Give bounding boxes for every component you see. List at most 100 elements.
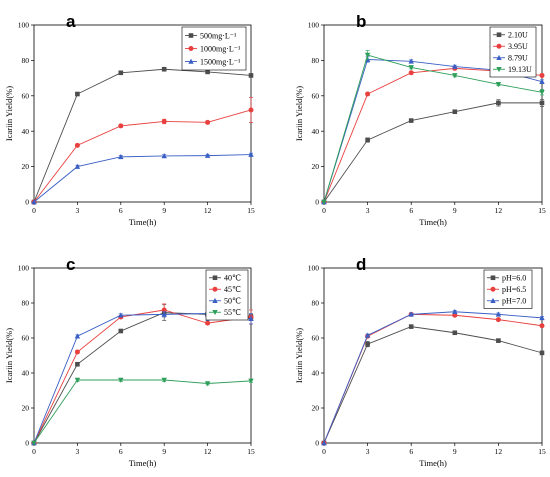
chart-panel-a: 0 3 6 9 12 15 0 20 40 60 80 100 Time(h) Icariin Yield… bbox=[4, 12, 255, 227]
data-point bbox=[205, 119, 211, 125]
series-line bbox=[323, 59, 543, 203]
y-axis-label: Icariin Yield(%) bbox=[294, 86, 304, 141]
y-axis-label: Icariin Yield(%) bbox=[294, 328, 304, 383]
legend-marker bbox=[188, 46, 194, 51]
series-3 bbox=[31, 306, 254, 446]
data-point bbox=[161, 66, 167, 72]
data-point bbox=[74, 333, 81, 339]
x-tick-label: 9 bbox=[162, 447, 166, 456]
x-tick-label: 15 bbox=[538, 447, 546, 456]
data-point bbox=[204, 152, 211, 158]
y-tick-label: 20 bbox=[22, 404, 30, 413]
y-tick-label: 100 bbox=[18, 264, 30, 273]
data-point bbox=[161, 311, 167, 317]
data-point bbox=[161, 153, 167, 159]
x-tick-label: 3 bbox=[366, 447, 370, 456]
legend-marker bbox=[188, 33, 194, 38]
data-point bbox=[321, 440, 327, 446]
y-tick-label: 40 bbox=[22, 127, 30, 136]
series-1 bbox=[321, 98, 545, 205]
legend-marker bbox=[212, 297, 218, 304]
data-point bbox=[364, 52, 371, 58]
x-tick-label: 15 bbox=[247, 447, 255, 456]
plot-frame bbox=[33, 267, 252, 444]
data-point bbox=[205, 320, 211, 326]
y-tick-label: 60 bbox=[312, 334, 320, 343]
plot-frame bbox=[323, 24, 543, 203]
data-point bbox=[118, 312, 124, 318]
legend-label: 50℃ bbox=[224, 297, 241, 306]
series-line bbox=[33, 313, 252, 444]
y-tick-label: 0 bbox=[25, 439, 29, 448]
data-point bbox=[205, 69, 210, 75]
x-tick-label: 9 bbox=[162, 206, 166, 215]
data-point bbox=[496, 100, 501, 106]
series-line bbox=[33, 109, 252, 203]
chart-panel-c: 0 3 6 9 12 15 0 20 40 60 80 100 Time(h) Icariin Yield… bbox=[4, 255, 255, 468]
series-4 bbox=[321, 50, 545, 205]
series-line bbox=[33, 154, 252, 203]
legend-marker bbox=[490, 275, 496, 281]
legend-label: pH=7.0 bbox=[502, 297, 526, 306]
data-point bbox=[118, 153, 124, 160]
series-line bbox=[323, 102, 542, 203]
data-point bbox=[408, 324, 414, 329]
series-line bbox=[33, 309, 252, 444]
legend: 2.10U 3.95U 8.79U 19.13U bbox=[489, 26, 537, 78]
y-tick-label: 20 bbox=[22, 162, 30, 171]
series-4 bbox=[31, 377, 254, 446]
x-tick-label: 9 bbox=[453, 447, 457, 456]
series-1 bbox=[321, 324, 545, 446]
series-line bbox=[33, 379, 252, 444]
data-point bbox=[495, 311, 502, 317]
legend-marker bbox=[496, 66, 502, 73]
legend-marker bbox=[496, 32, 502, 38]
series-line bbox=[33, 68, 252, 203]
data-point bbox=[364, 332, 371, 338]
data-point bbox=[74, 377, 81, 383]
data-point bbox=[365, 341, 370, 347]
data-point bbox=[452, 109, 458, 115]
x-tick-label: 15 bbox=[247, 206, 255, 215]
data-point bbox=[408, 58, 414, 64]
data-point bbox=[408, 70, 414, 76]
y-tick-label: 60 bbox=[22, 91, 30, 100]
series-line bbox=[323, 326, 543, 444]
series-3 bbox=[321, 56, 545, 205]
x-tick-label: 12 bbox=[204, 447, 212, 456]
legend-label: 2.10U bbox=[508, 31, 528, 40]
x-axis-label: Time(h) bbox=[419, 217, 447, 227]
series-line bbox=[323, 67, 543, 203]
data-point bbox=[539, 89, 545, 96]
series-1 bbox=[31, 304, 254, 446]
x-axis-label: Time(h) bbox=[129, 217, 157, 227]
legend: 500mg·L⁻¹ 1000mg·L⁻¹ 1500mg·L⁻¹ bbox=[181, 26, 247, 71]
series-2 bbox=[31, 303, 254, 446]
x-tick-label: 0 bbox=[322, 206, 326, 215]
x-tick-label: 0 bbox=[32, 447, 36, 456]
data-point bbox=[408, 118, 414, 123]
legend-marker bbox=[496, 43, 502, 49]
data-point bbox=[74, 163, 81, 169]
legend-label: 1000mg·L⁻¹ bbox=[200, 44, 241, 53]
data-point bbox=[248, 151, 254, 157]
panel-letter: b bbox=[356, 12, 366, 31]
plot-frame bbox=[323, 267, 543, 444]
data-point bbox=[408, 65, 414, 71]
x-axis-label: Time(h) bbox=[129, 458, 157, 468]
panel-letter: d bbox=[356, 255, 366, 274]
legend-label: 55℃ bbox=[224, 308, 241, 317]
data-point bbox=[539, 314, 545, 321]
data-point bbox=[539, 72, 545, 78]
panel-letter: c bbox=[66, 255, 75, 274]
panel-letter: a bbox=[66, 12, 76, 31]
data-point bbox=[495, 81, 502, 88]
data-point bbox=[118, 377, 124, 383]
legend-marker bbox=[490, 286, 496, 292]
data-point bbox=[496, 338, 501, 343]
data-point bbox=[539, 100, 545, 106]
legend-label: 8.79U bbox=[508, 54, 528, 63]
x-tick-label: 6 bbox=[119, 447, 123, 456]
series-line bbox=[33, 312, 252, 444]
series-line bbox=[323, 311, 543, 444]
